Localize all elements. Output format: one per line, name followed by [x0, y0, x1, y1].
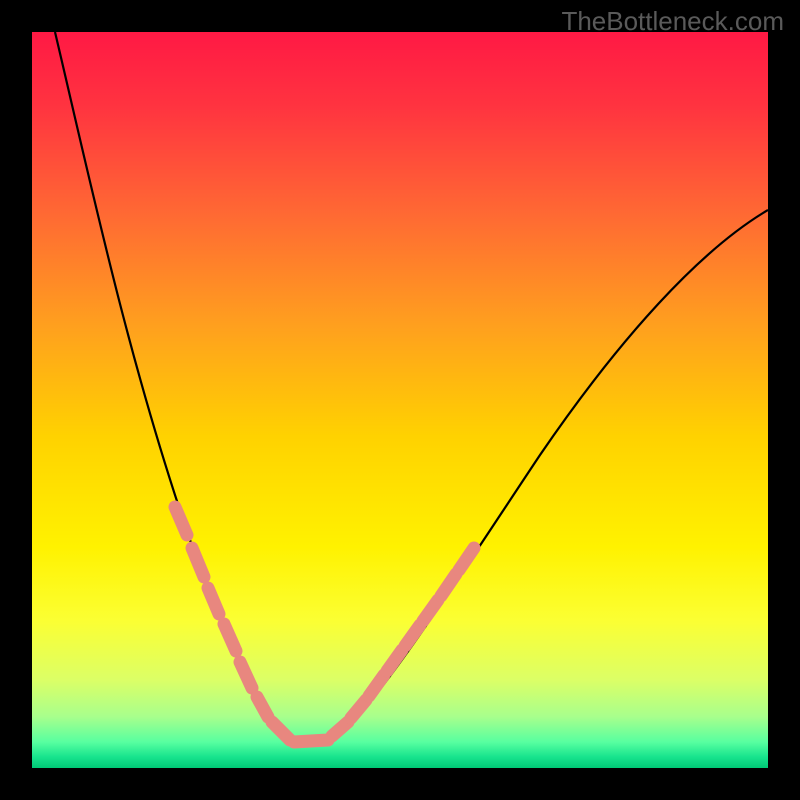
bottleneck-chart — [0, 0, 800, 800]
chart-outer-frame: TheBottleneck.com — [0, 0, 800, 800]
watermark-text: TheBottleneck.com — [561, 6, 784, 37]
highlight-segment — [294, 740, 328, 742]
